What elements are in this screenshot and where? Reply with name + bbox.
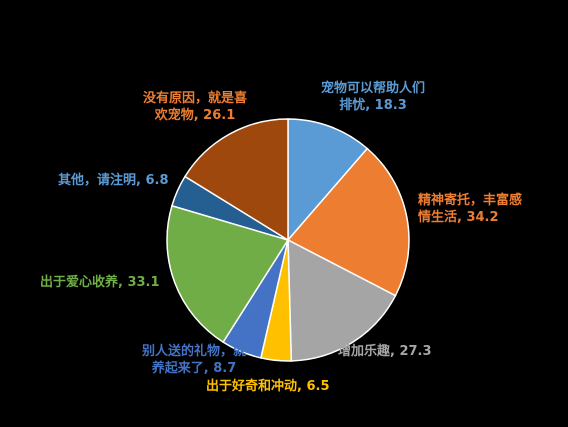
pie-slice-7 <box>183 118 289 242</box>
slice-label-adoption-line1: 出于爱心收养, 33.1 <box>40 275 160 290</box>
slice-label-relieve-worry: 宠物可以帮助人们 排忧, 18.3 <box>298 80 448 114</box>
pie-slice-2 <box>287 238 397 362</box>
slice-label-other: 其他，请注明, 6.8 <box>58 172 198 189</box>
slice-label-spiritual-support-line1: 精神寄托，丰富感 <box>418 193 523 208</box>
slice-label-no-reason: 没有原因，就是喜 欢宠物, 26.1 <box>120 90 270 124</box>
pie-slice-5 <box>166 204 290 344</box>
slice-label-more-fun-line1: 增加乐趣, 27.3 <box>338 344 432 359</box>
slice-label-gift-line2: 养起来了, 8.7 <box>151 361 237 376</box>
slice-label-gift-line1: 别人送的礼物，就 <box>141 344 246 359</box>
slice-label-relieve-worry-line2: 排忧, 18.3 <box>339 98 407 113</box>
pie-slice-1 <box>286 147 410 297</box>
slice-label-spiritual-support-line2: 情生活, 34.2 <box>418 210 499 225</box>
slice-label-spiritual-support: 精神寄托，丰富感 情生活, 34.2 <box>418 192 548 226</box>
slice-label-gift: 别人送的礼物，就 养起来了, 8.7 <box>124 343 264 377</box>
slice-label-curiosity-impulse-line1: 出于好奇和冲动, 6.5 <box>206 379 330 394</box>
pie-slice-0 <box>287 118 369 243</box>
slice-label-other-line1: 其他，请注明, 6.8 <box>58 173 169 188</box>
slice-label-adoption: 出于爱心收养, 33.1 <box>40 274 180 291</box>
slice-label-curiosity-impulse: 出于好奇和冲动, 6.5 <box>206 378 376 395</box>
slice-label-no-reason-line2: 欢宠物, 26.1 <box>154 108 236 123</box>
slice-label-no-reason-line1: 没有原因，就是喜 <box>142 91 247 106</box>
slice-label-relieve-worry-line1: 宠物可以帮助人们 <box>320 81 425 96</box>
slice-label-more-fun: 增加乐趣, 27.3 <box>338 343 478 360</box>
